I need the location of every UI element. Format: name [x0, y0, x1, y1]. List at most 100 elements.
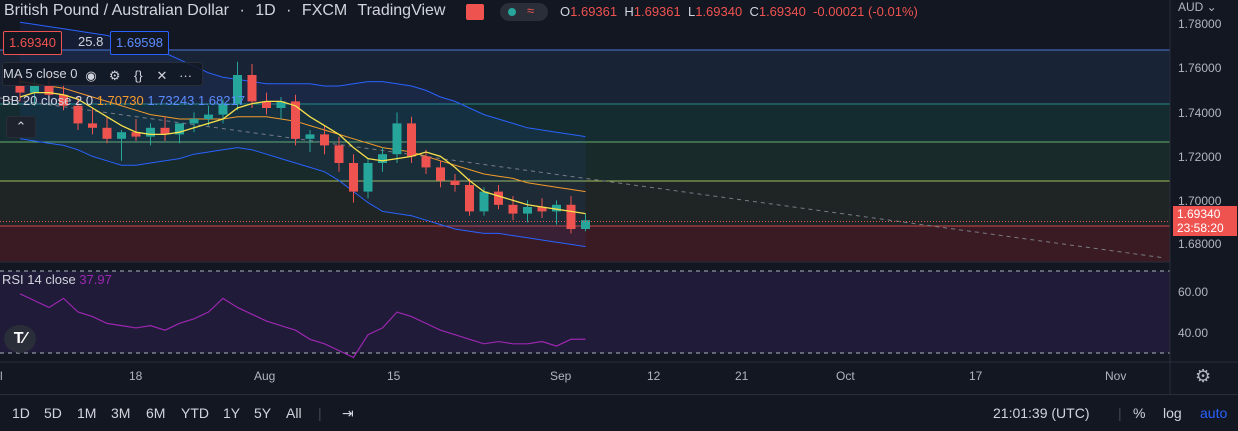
candle-body: [30, 86, 39, 93]
range-button[interactable]: YTD: [181, 405, 209, 421]
candle-body: [15, 86, 25, 93]
range-button[interactable]: All: [286, 405, 302, 421]
ma-line: [19, 91, 586, 215]
bb-basis-value: 1.70730: [96, 93, 144, 108]
currency-menu[interactable]: AUD ⌄: [1178, 0, 1217, 14]
price-tick: 1.78000: [1178, 17, 1222, 31]
candle-body: [262, 101, 271, 108]
settings-gear-icon[interactable]: ⚙: [1195, 366, 1212, 386]
candle-body: [59, 94, 68, 106]
more-icon[interactable]: ···: [179, 67, 193, 83]
candle-body: [247, 75, 257, 102]
candle-body: [117, 132, 126, 139]
market-status-badge[interactable]: ≈: [500, 3, 548, 21]
time-tick: 15: [387, 369, 401, 383]
candle-body: [392, 123, 402, 155]
candle-body: [508, 204, 518, 214]
candle-body: [378, 154, 387, 163]
rsi-value: 37.97: [79, 272, 112, 287]
candle-body: [204, 114, 213, 119]
rsi-band: [0, 271, 1170, 353]
eye-icon[interactable]: ◉: [85, 67, 97, 83]
close-icon[interactable]: ✕: [156, 67, 168, 83]
status-dot-icon: [508, 8, 516, 16]
time-tick: l: [0, 369, 3, 383]
candle-body: [407, 123, 416, 157]
candle-body: [320, 134, 329, 146]
percent-toggle[interactable]: %: [1133, 405, 1146, 421]
range-button[interactable]: 5Y: [254, 405, 272, 421]
braces-icon[interactable]: {}: [133, 67, 143, 83]
ma-label: MA 5 close 0: [3, 66, 78, 81]
bottom-toolbar: 1D 5D 1M 3M 6M YTD 1Y 5Y All | ⇥ 21:01:3…: [0, 394, 1238, 431]
candle-body: [175, 123, 184, 135]
goto-date-icon[interactable]: ⇥: [342, 405, 354, 421]
candle-body: [146, 127, 155, 137]
clock-label[interactable]: 21:01:39 (UTC): [993, 405, 1090, 421]
candle-body: [73, 105, 83, 124]
candle-body: [189, 119, 199, 124]
interval-label[interactable]: 1D: [255, 2, 276, 19]
symbol-title[interactable]: British Pound / Australian Dollar: [4, 2, 229, 19]
candle-body: [494, 191, 503, 205]
change-value: -0.00021 (-0.01%): [813, 4, 918, 19]
rsi-legend[interactable]: RSI 14 close 37.97: [2, 269, 112, 291]
range-button[interactable]: 3M: [111, 405, 131, 421]
divider: |: [1118, 405, 1122, 421]
chevron-up-icon: ⌃: [15, 119, 27, 134]
zone-band: [0, 142, 1170, 181]
bb-label: BB 20 close 2 0: [2, 93, 94, 108]
range-button[interactable]: 1D: [12, 405, 30, 421]
price-tick: 1.72000: [1178, 150, 1222, 164]
candle-body: [291, 101, 300, 139]
candle-body: [465, 185, 474, 212]
sell-price-button[interactable]: 1.69340: [3, 31, 62, 55]
ohlc-readout: O1.69361 H1.69361 L1.69340 C1.69340 -0.0…: [560, 4, 918, 19]
time-tick: 18: [129, 369, 143, 383]
bb-upper-value: 1.73243: [147, 93, 195, 108]
bb-lower-value: 1.68217: [197, 93, 245, 108]
price-tick: 1.76000: [1178, 61, 1222, 75]
candle-body: [581, 220, 590, 229]
candle-body: [552, 204, 561, 212]
candle-body: [349, 163, 358, 192]
price-tick: 1.74000: [1178, 106, 1222, 120]
gear-icon[interactable]: ⚙: [108, 67, 121, 83]
price-tick: 1.68000: [1178, 237, 1222, 251]
candle-body: [305, 134, 315, 139]
log-toggle[interactable]: log: [1163, 405, 1182, 421]
wave-icon: ≈: [527, 3, 535, 18]
candle-body: [44, 86, 54, 95]
candle-body: [363, 163, 373, 192]
buy-price-button[interactable]: 1.69598: [110, 31, 169, 55]
range-button[interactable]: 6M: [146, 405, 166, 421]
time-tick: Aug: [254, 369, 276, 383]
candle-body: [131, 132, 141, 137]
time-tick: Nov: [1105, 369, 1127, 383]
range-button[interactable]: 5D: [44, 405, 62, 421]
chart-canvas[interactable]: [0, 0, 1238, 394]
auto-toggle[interactable]: auto: [1200, 405, 1228, 421]
candle-body: [88, 123, 97, 128]
symbol-header[interactable]: British Pound / Australian Dollar · 1D ·…: [4, 2, 446, 19]
bb-legend[interactable]: BB 20 close 2 0 1.70730 1.73243 1.68217: [2, 90, 245, 112]
collapse-legend-button[interactable]: ⌃: [6, 116, 36, 138]
candle-body: [233, 75, 242, 104]
rsi-label: RSI 14 close: [2, 272, 76, 287]
countdown: 23:58:20: [1177, 221, 1224, 235]
tradingview-logo-icon: T⁄: [4, 325, 36, 353]
divider: |: [318, 405, 322, 421]
ma-legend[interactable]: MA 5 close 0 ◉ ⚙ {} ✕ ···: [2, 62, 203, 86]
range-button[interactable]: 1Y: [223, 405, 241, 421]
candle-body: [450, 180, 460, 185]
flag-icon[interactable]: [466, 4, 484, 20]
time-tick: 12: [647, 369, 661, 383]
exchange-label: FXCM: [301, 2, 348, 19]
candle-body: [421, 156, 431, 168]
candle-body: [436, 167, 445, 181]
last-price-label: 1.69340 23:58:20: [1173, 206, 1237, 236]
range-button[interactable]: 1M: [77, 405, 97, 421]
candle-body: [566, 204, 576, 229]
candle-body: [523, 207, 532, 214]
